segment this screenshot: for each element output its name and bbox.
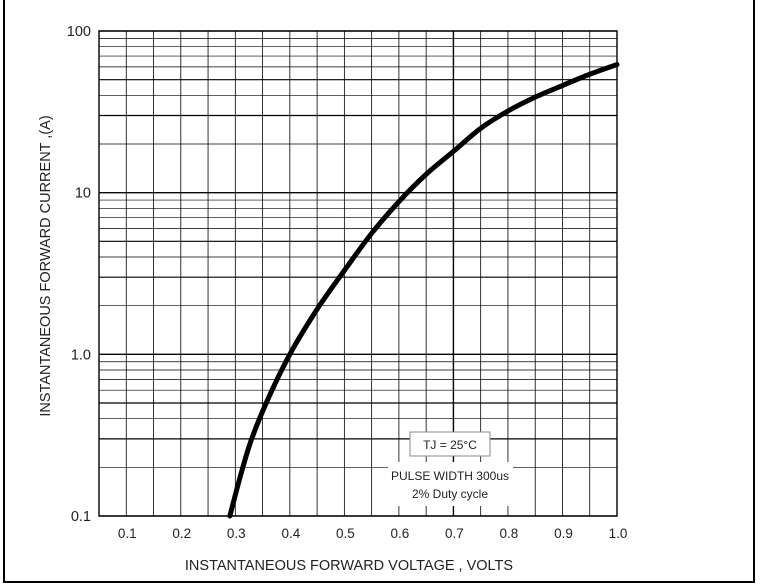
pulse-annotation-bg xyxy=(388,462,513,506)
y-tick-label: 10 xyxy=(75,186,91,202)
x-tick-label: 0.5 xyxy=(336,526,355,541)
tj-annotation: TJ = 25°C xyxy=(423,438,477,452)
x-tick-labels: 0.1 0.2 0.3 0.4 0.5 0.6 0.7 0.8 0.9 1.0 xyxy=(118,526,628,541)
x-tick-label: 0.1 xyxy=(118,526,137,541)
x-tick-label: 0.3 xyxy=(227,526,246,541)
x-tick-label: 0.7 xyxy=(445,526,464,541)
x-tick-label: 1.0 xyxy=(609,526,628,541)
y-tick-labels: 0.1 1.0 10 100 xyxy=(67,24,91,525)
x-axis-label: INSTANTANEOUS FORWARD VOLTAGE , VOLTS xyxy=(185,558,513,574)
forward-current-chart: 0.1 0.2 0.3 0.4 0.5 0.6 0.7 0.8 0.9 1.0 0.1 1.0 10 1… xyxy=(38,24,628,574)
y-tick-label: 0.1 xyxy=(71,509,91,525)
x-tick-label: 0.6 xyxy=(391,526,410,541)
y-axis-label: INSTANTANEOUS FORWARD CURRENT ,(A) xyxy=(38,115,54,416)
plot-border xyxy=(98,30,618,517)
y-tick-label: 100 xyxy=(67,24,91,40)
pulse-width-annotation: PULSE WIDTH 300us xyxy=(391,469,509,483)
duty-cycle-annotation: 2% Duty cycle xyxy=(412,487,488,501)
x-tick-label: 0.4 xyxy=(281,526,300,541)
x-tick-label: 0.9 xyxy=(554,526,573,541)
tj-annotation-box xyxy=(409,431,491,457)
x-tick-label: 0.8 xyxy=(500,526,519,541)
y-tick-label: 1.0 xyxy=(71,347,91,363)
forward-current-curve xyxy=(227,62,620,519)
grid-lines xyxy=(98,30,618,517)
chart-frame: 0.1 0.2 0.3 0.4 0.5 0.6 0.7 0.8 0.9 1.0 0.1 1.0 10 1… xyxy=(3,0,755,583)
x-tick-label: 0.2 xyxy=(172,526,191,541)
